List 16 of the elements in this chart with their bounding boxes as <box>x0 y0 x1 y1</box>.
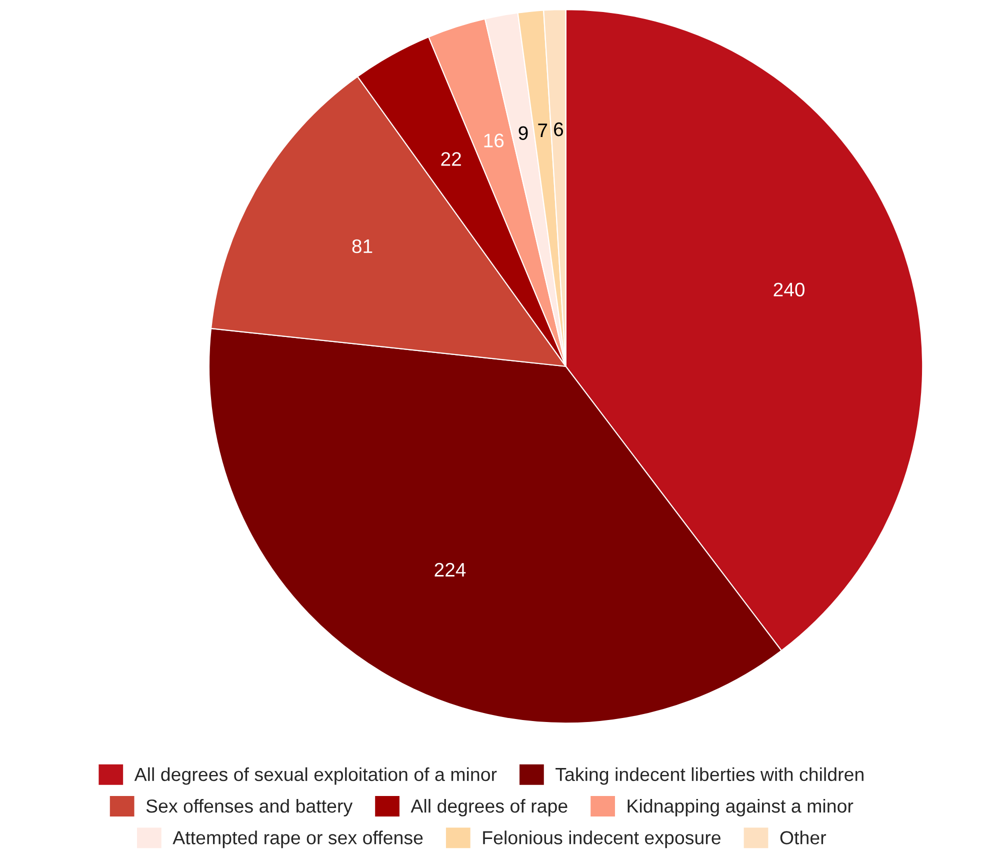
legend-label: Kidnapping against a minor <box>628 798 854 816</box>
data-label: 16 <box>484 134 504 148</box>
legend-label: Other <box>780 830 826 844</box>
data-label: 81 <box>352 239 372 254</box>
legend-label: Attempted rape or sex offense <box>172 830 423 848</box>
data-label: 6 <box>554 122 564 136</box>
data-label: 7 <box>538 124 548 138</box>
legend-label: Felonious indecent exposure <box>483 830 720 848</box>
legend-label: Taking indecent liberties with children <box>556 767 864 785</box>
data-label: 22 <box>441 152 461 166</box>
data-label: 9 <box>518 126 528 140</box>
legend-label: Sex offenses and battery <box>146 798 353 816</box>
data-label: 224 <box>434 562 466 576</box>
legend-label: All degrees of sexual exploitation of a minor <box>134 767 497 785</box>
legend-label: All degrees of rape <box>410 798 568 816</box>
data-label: 240 <box>774 282 804 296</box>
